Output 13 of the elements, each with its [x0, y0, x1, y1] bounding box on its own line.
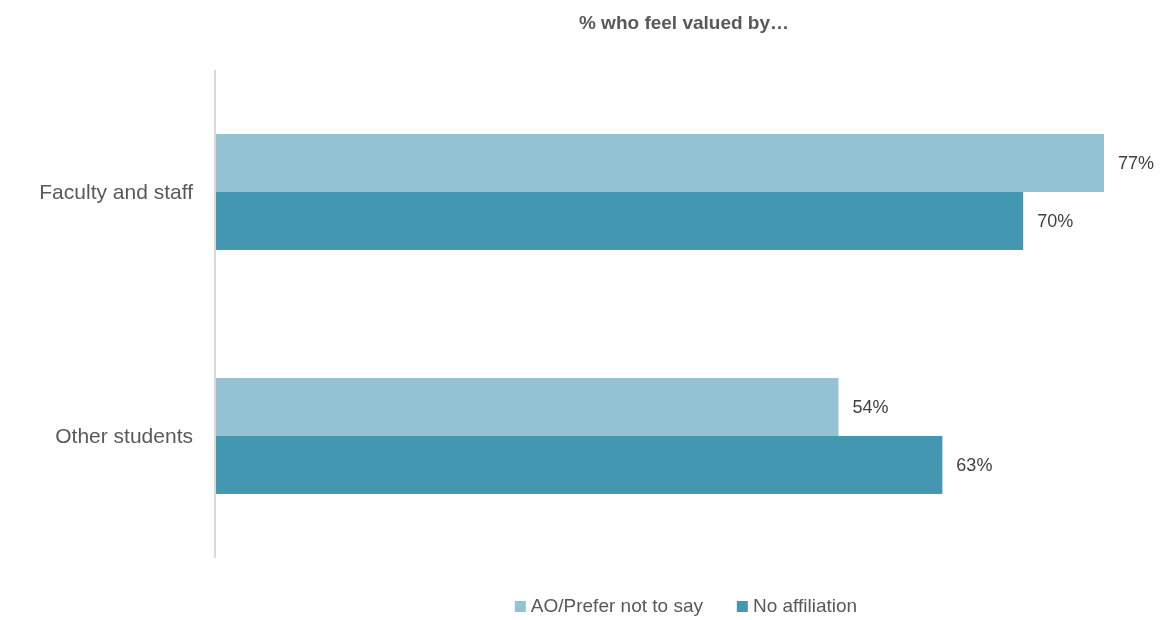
data-label: 63% [956, 455, 993, 476]
data-label: 70% [1037, 211, 1074, 232]
bar [215, 436, 943, 494]
data-label: 54% [852, 397, 889, 418]
y-tick-label: Faculty and staff [39, 180, 194, 204]
y-tick-label: Other students [55, 424, 193, 448]
bar [215, 134, 1104, 192]
legend-label: AO/Prefer not to say [530, 595, 703, 617]
data-label: 77% [1118, 153, 1155, 174]
bar [215, 192, 1024, 250]
chart-title: % who feel valued by… [578, 12, 790, 33]
bar [215, 378, 839, 436]
legend-label: No affiliation [752, 595, 858, 617]
